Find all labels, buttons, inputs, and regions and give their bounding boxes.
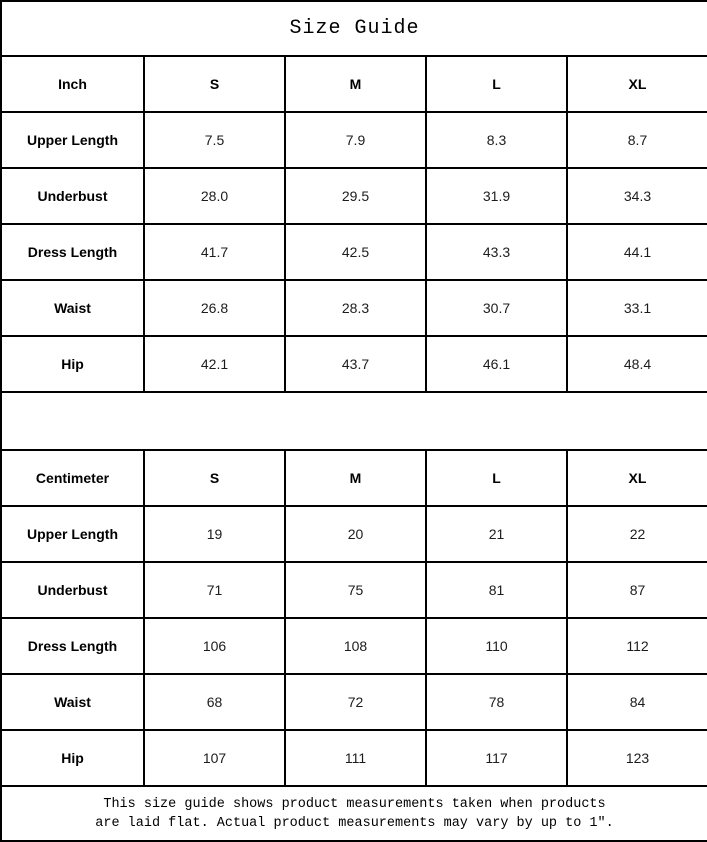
size-value: 21 [425,505,568,563]
cm-row-underbust: Underbust 71 75 81 87 [0,561,707,619]
size-note-line-1: This size guide shows product measuremen… [103,796,606,812]
size-value: 112 [566,617,707,675]
row-label: Dress Length [0,223,145,281]
inch-row-dress-length: Dress Length 41.7 42.5 43.3 44.1 [0,223,707,281]
inch-size-header-m: M [284,55,427,113]
size-value: 123 [566,729,707,787]
size-value: 81 [425,561,568,619]
size-value: 44.1 [566,223,707,281]
cm-size-header-s: S [143,449,286,507]
size-value: 8.3 [425,111,568,169]
cm-size-header-xl: XL [566,449,707,507]
size-value: 7.9 [284,111,427,169]
spacer-row [0,391,707,451]
size-value: 72 [284,673,427,731]
cm-row-hip: Hip 107 111 117 123 [0,729,707,787]
inch-size-header-xl: XL [566,55,707,113]
size-value: 84 [566,673,707,731]
row-label: Hip [0,729,145,787]
inch-size-header-l: L [425,55,568,113]
size-value: 19 [143,505,286,563]
inch-row-underbust: Underbust 28.0 29.5 31.9 34.3 [0,167,707,225]
size-value: 33.1 [566,279,707,337]
row-label: Hip [0,335,145,393]
cm-row-waist: Waist 68 72 78 84 [0,673,707,731]
inch-row-upper-length: Upper Length 7.5 7.9 8.3 8.7 [0,111,707,169]
row-label: Waist [0,279,145,337]
size-value: 7.5 [143,111,286,169]
cm-unit-header: Centimeter [0,449,145,507]
size-value: 42.5 [284,223,427,281]
size-value: 31.9 [425,167,568,225]
size-value: 68 [143,673,286,731]
row-label: Underbust [0,561,145,619]
size-value: 111 [284,729,427,787]
inch-row-hip: Hip 42.1 43.7 46.1 48.4 [0,335,707,393]
size-value: 26.8 [143,279,286,337]
size-value: 28.0 [143,167,286,225]
size-value: 108 [284,617,427,675]
size-value: 71 [143,561,286,619]
page-title: Size Guide [0,0,707,57]
size-value: 48.4 [566,335,707,393]
inch-row-waist: Waist 26.8 28.3 30.7 33.1 [0,279,707,337]
size-value: 29.5 [284,167,427,225]
size-value: 30.7 [425,279,568,337]
title-row: Size Guide [0,0,707,57]
inch-unit-header: Inch [0,55,145,113]
size-value: 34.3 [566,167,707,225]
size-value: 42.1 [143,335,286,393]
size-value: 78 [425,673,568,731]
size-value: 43.3 [425,223,568,281]
size-value: 22 [566,505,707,563]
size-value: 43.7 [284,335,427,393]
row-label: Dress Length [0,617,145,675]
row-label: Underbust [0,167,145,225]
size-value: 46.1 [425,335,568,393]
row-label: Waist [0,673,145,731]
row-label: Upper Length [0,505,145,563]
inch-size-header-s: S [143,55,286,113]
row-label: Upper Length [0,111,145,169]
size-value: 107 [143,729,286,787]
size-note-line-2: are laid flat. Actual product measuremen… [95,815,614,831]
inch-header-row: Inch S M L XL [0,55,707,113]
cm-row-upper-length: Upper Length 19 20 21 22 [0,505,707,563]
size-value: 20 [284,505,427,563]
size-value: 41.7 [143,223,286,281]
size-value: 8.7 [566,111,707,169]
cm-size-header-m: M [284,449,427,507]
size-value: 110 [425,617,568,675]
size-value: 28.3 [284,279,427,337]
size-note: This size guide shows product measuremen… [0,785,707,842]
size-value: 117 [425,729,568,787]
footer-row: This size guide shows product measuremen… [0,785,707,842]
size-value: 87 [566,561,707,619]
size-value: 75 [284,561,427,619]
size-value: 106 [143,617,286,675]
cm-row-dress-length: Dress Length 106 108 110 112 [0,617,707,675]
table-spacer [0,391,707,451]
cm-size-header-l: L [425,449,568,507]
cm-header-row: Centimeter S M L XL [0,449,707,507]
